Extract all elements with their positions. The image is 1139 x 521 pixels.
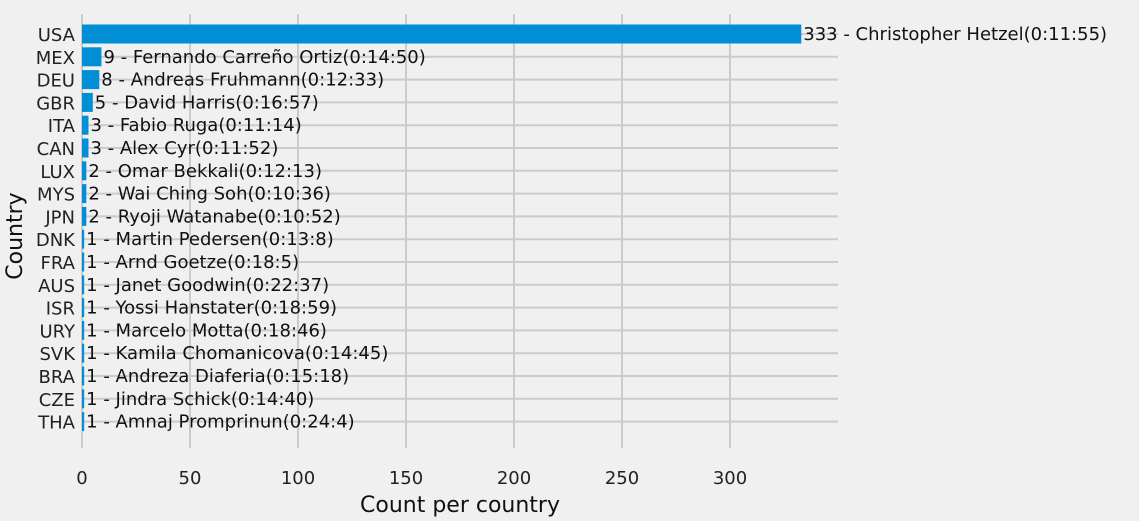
y-tick-label: DNK (36, 230, 76, 251)
y-tick-label: SVK (39, 344, 76, 365)
y-tick-label: MYS (37, 185, 75, 206)
y-tick-label: FRA (41, 253, 76, 274)
data-label: 1 - Kamila Chomanicova(0:14:45) (86, 343, 388, 364)
bar-svk (82, 343, 85, 363)
data-label: 1 - Arnd Goetze(0:18:5) (86, 252, 299, 273)
data-label: 9 - Fernando Carreño Ortiz(0:14:50) (103, 47, 425, 68)
x-axis-title: Count per country (360, 493, 560, 518)
data-label: 3 - Alex Cyr(0:11:52) (90, 138, 278, 159)
bar-gbr (82, 92, 93, 112)
bar-isr (82, 298, 85, 318)
data-label: 1 - Amnaj Promprinun(0:24:4) (86, 412, 355, 433)
data-label: 3 - Fabio Ruga(0:11:14) (90, 115, 301, 136)
data-label: 1 - Janet Goodwin(0:22:37) (86, 275, 329, 296)
bar-ita (82, 115, 89, 135)
data-label: 1 - Yossi Hanstater(0:18:59) (86, 298, 337, 319)
data-label: 1 - Jindra Schick(0:14:40) (86, 389, 314, 410)
y-tick-label: MEX (36, 48, 75, 69)
bar-bra (82, 366, 85, 386)
y-tick-label: USA (38, 25, 76, 46)
y-tick-labels: USAMEXDEUGBRITACANLUXMYSJPNDNKFRAAUSISRU… (36, 25, 76, 434)
x-tick-labels: 0 50 100 150 200 250 300 (76, 468, 747, 489)
x-tick-label: 50 (179, 468, 202, 489)
data-label: 8 - Andreas Fruhmann(0:12:33) (101, 70, 384, 91)
bar-dnk (82, 229, 85, 249)
bars (82, 24, 802, 432)
bar-ury (82, 320, 85, 340)
bar-mys (82, 184, 87, 204)
y-tick-label: CAN (37, 139, 75, 160)
y-tick-label: ISR (46, 299, 75, 320)
bar-lux (82, 161, 87, 181)
data-label: 2 - Ryoji Watanabe(0:10:52) (88, 206, 340, 227)
y-tick-label: LUX (40, 162, 75, 183)
x-tick-label: 0 (76, 468, 87, 489)
bar-usa (82, 24, 802, 44)
y-tick-label: BRA (39, 367, 76, 388)
x-tick-label: 250 (605, 468, 639, 489)
bar-can (82, 138, 89, 158)
y-tick-label: DEU (37, 71, 75, 92)
data-label: 333 - Christopher Hetzel(0:11:55) (803, 24, 1107, 45)
data-label: 2 - Omar Bekkali(0:12:13) (88, 161, 322, 182)
x-tick-label: 300 (713, 468, 747, 489)
data-label: 1 - Martin Pedersen(0:13:8) (86, 229, 334, 250)
data-label: 2 - Wai Ching Soh(0:10:36) (88, 184, 331, 205)
grid-lines (81, 14, 838, 448)
y-tick-label: URY (39, 321, 76, 342)
data-label: 1 - Marcelo Motta(0:18:46) (86, 320, 327, 341)
y-tick-label: AUS (38, 276, 75, 297)
bar-fra (82, 252, 85, 272)
bar-tha (82, 412, 85, 432)
bar-mex (82, 47, 102, 67)
data-label: 5 - David Harris(0:16:57) (95, 92, 319, 113)
y-tick-label: CZE (39, 390, 75, 411)
x-tick-label: 150 (389, 468, 423, 489)
data-label: 1 - Andreza Diaferia(0:15:18) (86, 366, 349, 387)
x-tick-label: 200 (497, 468, 531, 489)
data-labels: 333 - Christopher Hetzel(0:11:55) 9 - Fer… (86, 24, 1107, 433)
y-tick-label: ITA (48, 116, 76, 137)
y-tick-label: THA (37, 413, 76, 434)
x-tick-label: 100 (281, 468, 315, 489)
bar-cze (82, 389, 85, 409)
y-tick-label: GBR (36, 93, 75, 114)
bar-aus (82, 275, 85, 295)
y-tick-label: JPN (44, 207, 75, 228)
bar-deu (82, 70, 100, 90)
bar-jpn (82, 206, 87, 226)
y-axis-title: Country (3, 192, 28, 279)
